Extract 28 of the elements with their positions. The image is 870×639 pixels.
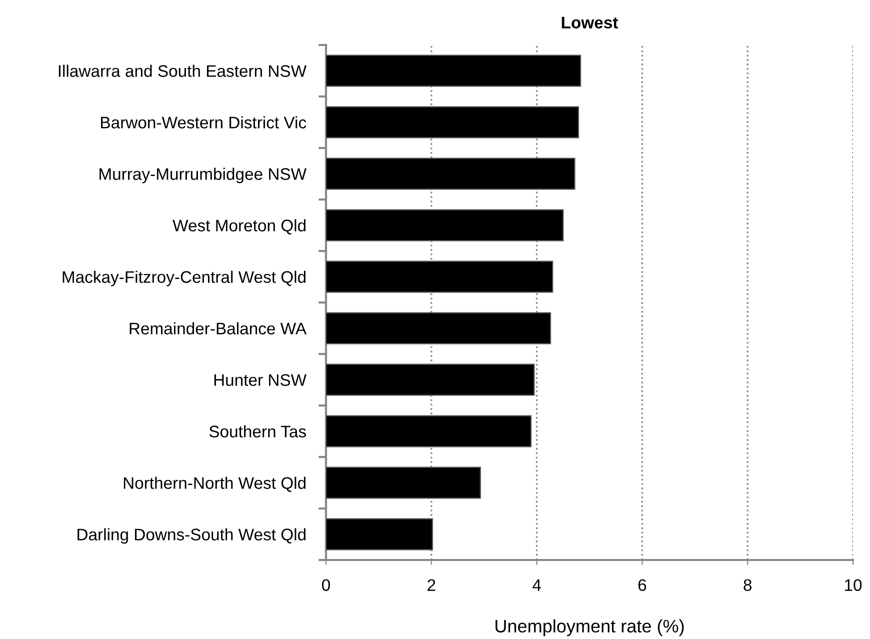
y-tick-label: Remainder-Balance WA <box>130 322 307 334</box>
chart-title: Lowest <box>562 16 618 28</box>
y-tick-label: West Moreton Qld <box>172 219 306 234</box>
bar <box>326 260 554 293</box>
y-tick-label: Mackay-Fitzroy-Central West Qld <box>62 270 306 286</box>
bar <box>326 466 481 499</box>
bar <box>326 54 582 87</box>
y-tick-label: Murray-Murrumbidgee NSW <box>100 168 307 184</box>
x-tick-label: 0 <box>322 579 330 591</box>
x-tick-label: 2 <box>428 579 436 591</box>
y-tick-label: Southern Tas <box>209 425 306 438</box>
bar <box>326 106 579 138</box>
x-tick-label: 4 <box>532 579 541 591</box>
bar <box>326 209 564 242</box>
y-tick-label: Darling Downs-South West Qld <box>78 528 306 544</box>
bar <box>326 364 535 396</box>
y-tick-label: Illawarra and South Eastern NSW <box>58 64 307 77</box>
y-tick-label: Northern-North West Qld <box>124 476 306 492</box>
x-tick-label: 10 <box>845 579 862 591</box>
y-tick-label: Hunter NSW <box>214 374 306 386</box>
y-tick-label: Barwon-Western District Vic <box>101 116 306 128</box>
x-tick-label: 6 <box>638 579 646 591</box>
bar <box>326 158 576 190</box>
bar <box>326 415 532 448</box>
bar <box>326 518 434 550</box>
x-axis-title: Unemployment rate (%) <box>496 619 684 636</box>
x-tick-label: 8 <box>744 579 752 591</box>
bar <box>326 312 552 344</box>
